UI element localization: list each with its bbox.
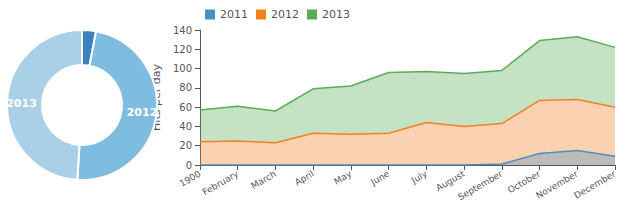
svg-text:2013: 2013 bbox=[6, 97, 37, 110]
svg-text:April: April bbox=[293, 169, 316, 188]
svg-text:March: March bbox=[249, 169, 278, 191]
svg-text:2012: 2012 bbox=[127, 106, 158, 119]
svg-text:60: 60 bbox=[179, 102, 192, 113]
svg-text:December: December bbox=[572, 169, 618, 201]
svg-text:140: 140 bbox=[173, 25, 192, 36]
svg-text:0: 0 bbox=[186, 160, 192, 171]
svg-text:2011: 2011 bbox=[220, 8, 248, 21]
svg-text:September: September bbox=[456, 169, 504, 203]
svg-text:20: 20 bbox=[179, 140, 192, 151]
svg-text:October: October bbox=[505, 168, 542, 196]
svg-text:June: June bbox=[368, 168, 391, 187]
svg-text:February: February bbox=[201, 168, 241, 197]
svg-text:100: 100 bbox=[173, 63, 192, 74]
svg-text:1900: 1900 bbox=[178, 169, 203, 189]
svg-text:November: November bbox=[534, 169, 580, 201]
svg-text:May: May bbox=[332, 168, 354, 186]
svg-text:July: July bbox=[409, 168, 429, 186]
svg-text:August: August bbox=[434, 168, 467, 194]
svg-text:80: 80 bbox=[179, 82, 192, 93]
svg-text:2013: 2013 bbox=[322, 8, 350, 21]
svg-text:40: 40 bbox=[179, 121, 192, 132]
svg-text:Hits per day: Hits per day bbox=[150, 64, 163, 131]
svg-text:120: 120 bbox=[173, 44, 192, 55]
svg-text:2012: 2012 bbox=[271, 8, 299, 21]
